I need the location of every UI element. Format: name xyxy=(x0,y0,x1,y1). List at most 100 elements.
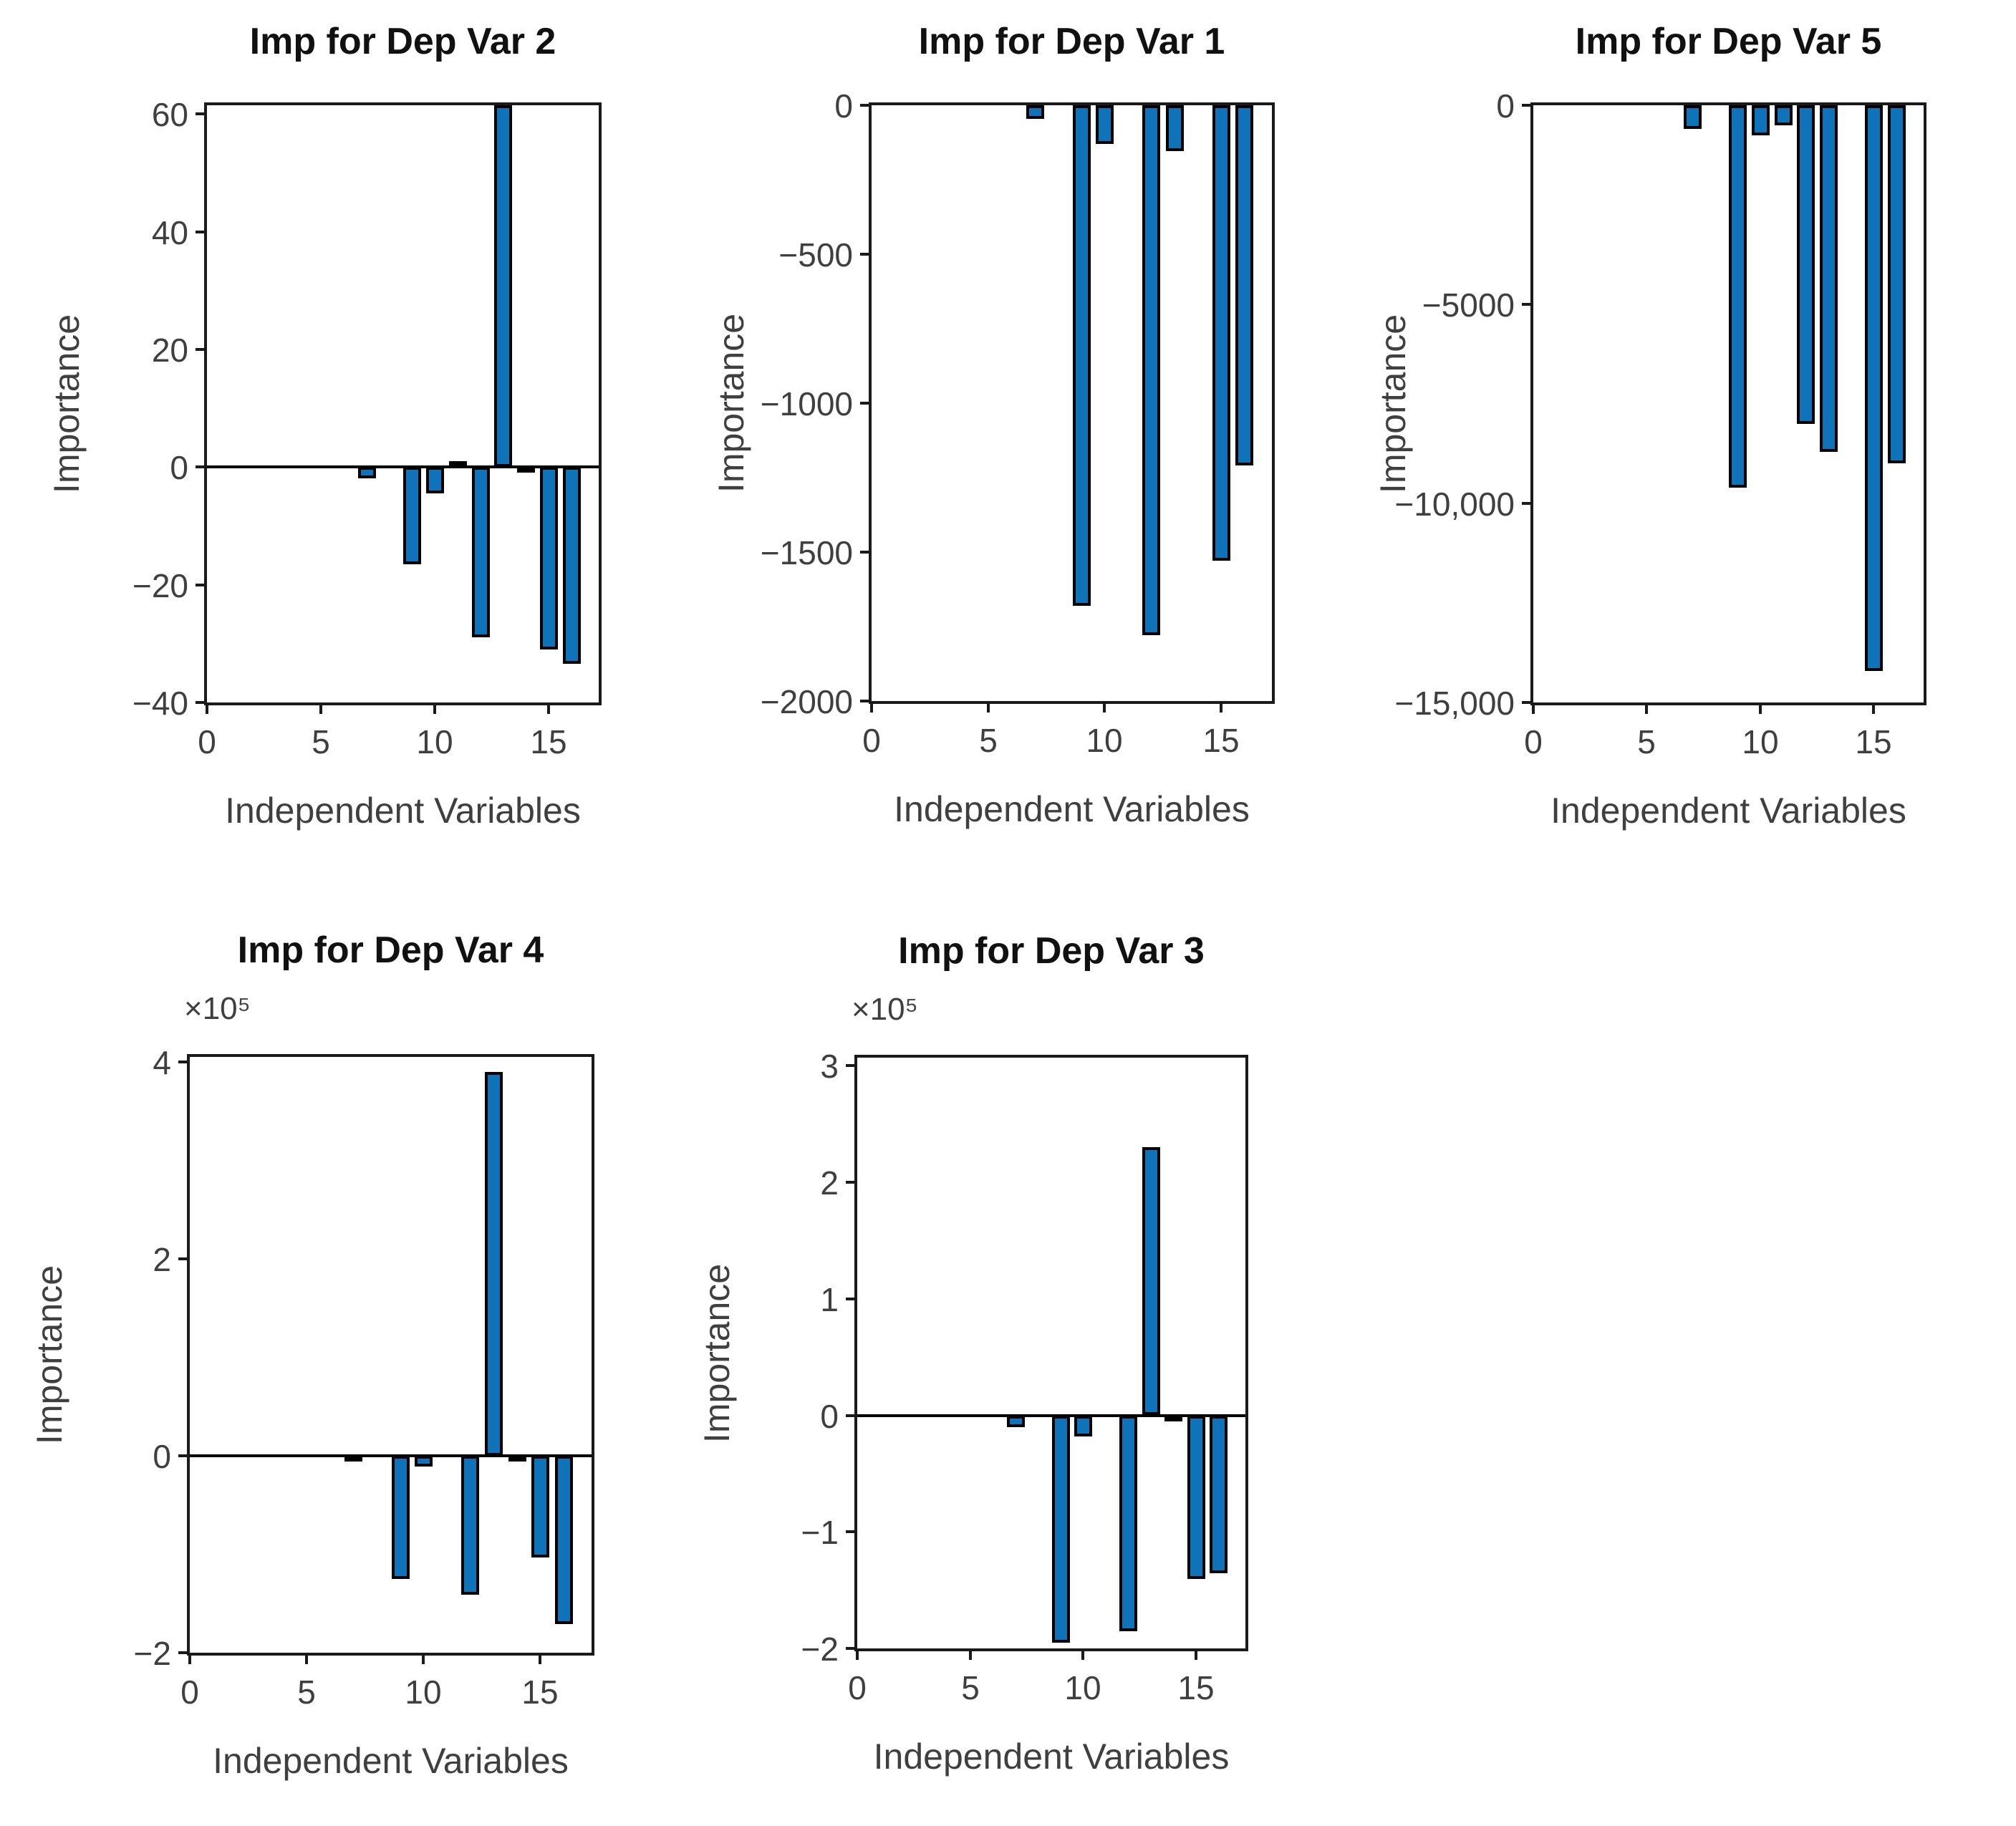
y-tick-label: 2 xyxy=(820,1164,839,1202)
y-tick-label: −500 xyxy=(778,236,853,274)
y-tick-mark xyxy=(1522,303,1530,306)
x-tick-label: 15 xyxy=(1202,722,1240,759)
bar-x14 xyxy=(1164,1416,1182,1421)
bar-x9 xyxy=(1729,105,1747,488)
y-tick-mark xyxy=(860,253,869,256)
chart-title: Imp for Dep Var 5 xyxy=(1575,21,1882,62)
plot-area xyxy=(1530,102,1926,705)
zero-line xyxy=(190,1454,592,1457)
x-tick-mark xyxy=(1195,1651,1197,1660)
x-tick-label: 10 xyxy=(1064,1669,1101,1706)
x-tick-mark xyxy=(433,705,436,714)
y-axis-exponent: ×10⁵ xyxy=(852,992,918,1027)
y-tick-label: 2 xyxy=(153,1241,171,1278)
x-tick-label: 5 xyxy=(1637,723,1656,760)
bar-x12 xyxy=(461,1456,479,1595)
bar-x15 xyxy=(1865,105,1883,671)
x-tick-mark xyxy=(206,705,208,714)
y-tick-mark xyxy=(178,1454,187,1457)
y-tick-mark xyxy=(860,402,869,405)
chart-title: Imp for Dep Var 3 xyxy=(898,930,1205,972)
y-axis-label: Importance xyxy=(47,314,87,494)
y-axis-label: Importance xyxy=(29,1265,69,1445)
x-tick-mark xyxy=(1872,705,1875,714)
bar-x13 xyxy=(494,105,512,467)
bar-x16 xyxy=(555,1456,573,1624)
y-tick-label: 40 xyxy=(151,214,188,251)
x-tick-label: 0 xyxy=(198,723,216,760)
x-axis-label: Independent Variables xyxy=(213,1741,569,1781)
y-tick-mark xyxy=(860,104,869,107)
bar-x15 xyxy=(540,467,558,649)
y-tick-mark xyxy=(846,1181,854,1184)
x-tick-label: 0 xyxy=(180,1673,199,1711)
y-tick-label: 3 xyxy=(820,1048,839,1085)
bar-x7 xyxy=(358,467,376,478)
y-tick-mark xyxy=(1522,502,1530,505)
x-tick-mark xyxy=(1103,704,1106,712)
bar-x14 xyxy=(517,467,535,473)
y-tick-label: 0 xyxy=(1496,87,1515,125)
x-tick-mark xyxy=(1532,705,1535,714)
x-tick-label: 15 xyxy=(530,723,567,760)
y-tick-label: −2 xyxy=(133,1635,171,1672)
y-tick-mark xyxy=(860,551,869,554)
x-tick-mark xyxy=(547,705,550,714)
plot-area xyxy=(854,1055,1248,1651)
x-tick-label: 10 xyxy=(405,1673,442,1711)
x-tick-mark xyxy=(1645,705,1648,714)
x-axis-label: Independent Variables xyxy=(1550,791,1906,831)
x-tick-mark xyxy=(969,1651,972,1660)
x-tick-label: 15 xyxy=(1855,723,1892,760)
bar-x15 xyxy=(1187,1416,1205,1579)
y-tick-mark xyxy=(860,700,869,702)
x-tick-label: 15 xyxy=(521,1673,559,1711)
x-tick-label: 5 xyxy=(961,1669,980,1706)
y-tick-label: 60 xyxy=(151,96,188,133)
bar-x16 xyxy=(1888,105,1906,463)
bar-x14 xyxy=(508,1456,526,1462)
bar-x10 xyxy=(1074,1416,1092,1436)
x-tick-mark xyxy=(539,1656,541,1664)
bar-x10 xyxy=(415,1456,433,1467)
bar-x16 xyxy=(563,467,581,664)
bar-x10 xyxy=(1096,105,1114,144)
y-tick-label: −1 xyxy=(801,1514,839,1551)
x-tick-label: 0 xyxy=(848,1669,867,1706)
y-tick-mark xyxy=(1522,701,1530,704)
bar-x9 xyxy=(392,1456,410,1579)
bar-x12 xyxy=(472,467,490,637)
x-tick-label: 5 xyxy=(979,722,998,759)
bar-x13 xyxy=(1166,105,1184,151)
y-tick-mark xyxy=(846,1647,854,1650)
y-tick-label: 4 xyxy=(153,1044,171,1081)
x-axis-label: Independent Variables xyxy=(894,789,1250,829)
bar-x7 xyxy=(1026,105,1044,119)
x-tick-mark xyxy=(305,1656,308,1664)
y-tick-mark xyxy=(846,1298,854,1300)
bar-x7 xyxy=(1007,1416,1025,1427)
y-tick-label: −2000 xyxy=(760,683,853,720)
bar-x9 xyxy=(1052,1416,1070,1643)
bar-x15 xyxy=(531,1456,549,1557)
x-tick-label: 0 xyxy=(1524,723,1543,760)
plot-area xyxy=(204,102,602,705)
x-tick-label: 10 xyxy=(1742,723,1779,760)
bar-x9 xyxy=(403,467,421,564)
y-tick-mark xyxy=(196,584,204,586)
bar-x15 xyxy=(1212,105,1230,561)
bar-x16 xyxy=(1235,105,1253,465)
plot-area xyxy=(187,1054,594,1656)
x-tick-mark xyxy=(1081,1651,1084,1660)
x-tick-label: 5 xyxy=(297,1673,316,1711)
x-tick-mark xyxy=(1220,704,1222,712)
y-tick-label: −15,000 xyxy=(1394,685,1515,722)
y-tick-mark xyxy=(846,1414,854,1417)
x-tick-label: 10 xyxy=(1086,722,1123,759)
bar-x9 xyxy=(1073,105,1091,606)
y-tick-label: −1000 xyxy=(760,385,853,422)
x-tick-mark xyxy=(319,705,322,714)
y-axis-label: Importance xyxy=(697,1263,737,1443)
y-tick-mark xyxy=(196,465,204,468)
bar-x16 xyxy=(1210,1416,1228,1573)
